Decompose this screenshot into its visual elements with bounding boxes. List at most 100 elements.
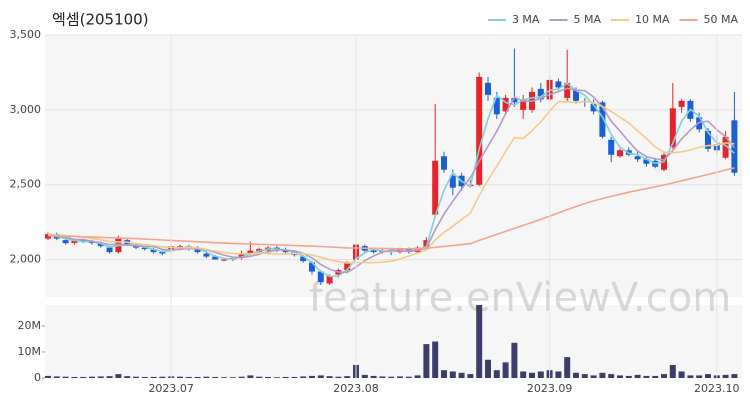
- volume-bar: [511, 342, 518, 378]
- candle-body: [370, 250, 377, 253]
- candle-body: [555, 81, 562, 88]
- volume-bar: [581, 374, 588, 378]
- volume-bar: [62, 376, 69, 378]
- volume-bar: [669, 364, 676, 378]
- volume-bar: [80, 376, 87, 378]
- legend-label: 3 MA: [512, 13, 540, 26]
- y-tick-label: 10M: [18, 345, 42, 358]
- ma-line: [47, 82, 735, 278]
- ma-line: [47, 167, 735, 250]
- candle-body: [150, 249, 157, 253]
- volume-bar: [678, 371, 685, 378]
- candle-body: [617, 150, 623, 157]
- volume-bar: [458, 372, 465, 378]
- candle-body: [485, 82, 491, 95]
- candle-body: [520, 99, 527, 110]
- volume-bar: [53, 376, 60, 378]
- volume-bar: [379, 376, 386, 378]
- candle-body: [537, 88, 544, 100]
- candle-body: [177, 246, 183, 248]
- candle-body: [599, 102, 606, 137]
- x-tick-label: 2023.09: [527, 382, 573, 395]
- candle-body: [97, 243, 104, 247]
- y-tick-label: 0: [34, 371, 41, 384]
- y-tick-label: 20M: [18, 319, 42, 332]
- volume-panel: [45, 305, 742, 378]
- candle-body: [511, 97, 518, 103]
- volume-bar: [265, 376, 271, 378]
- candle-body: [722, 136, 729, 158]
- legend-label: 50 MA: [703, 13, 738, 26]
- volume-bar: [485, 359, 491, 378]
- candle-body: [238, 253, 245, 259]
- y-tick-label: 2,500: [10, 178, 42, 191]
- legend-label: 10 MA: [635, 13, 670, 26]
- x-tick-label: 2023.07: [148, 382, 194, 395]
- candle-body: [309, 262, 315, 272]
- volume-bar: [159, 376, 166, 378]
- volume-bar: [722, 374, 729, 378]
- volume-bar: [590, 375, 597, 378]
- volume-bar: [361, 374, 368, 378]
- ma-line: [47, 100, 735, 264]
- volume-bar: [625, 375, 632, 378]
- candle-body: [573, 90, 579, 101]
- volume-bar: [520, 371, 527, 378]
- candle-body: [159, 252, 166, 254]
- candle-body: [212, 256, 219, 260]
- volume-bar: [432, 341, 439, 378]
- candle-body: [608, 139, 615, 155]
- volume-bar: [370, 375, 377, 378]
- candle-body: [634, 156, 641, 160]
- volume-bar: [71, 376, 78, 378]
- volume-bar: [291, 376, 298, 378]
- volume-bar: [256, 376, 263, 378]
- candle-body: [247, 250, 254, 254]
- volume-bar: [212, 376, 219, 378]
- volume-bar: [247, 375, 254, 378]
- volume-bar: [634, 374, 641, 378]
- candle-body: [590, 103, 597, 112]
- volume-bar: [106, 376, 113, 378]
- candle-body: [106, 247, 113, 253]
- volume-bar: [537, 371, 544, 378]
- candle-body: [493, 97, 500, 115]
- volume-bar: [608, 374, 615, 378]
- candle-body: [282, 250, 289, 253]
- volume-bar: [573, 372, 579, 378]
- legend-label: 5 MA: [573, 13, 601, 26]
- volume-bar: [731, 374, 738, 378]
- volume-bar: [449, 371, 456, 378]
- candle-body: [203, 253, 210, 257]
- volume-bar: [177, 376, 183, 378]
- candle-body: [317, 271, 324, 283]
- volume-bar: [476, 305, 483, 378]
- volume-bar: [317, 375, 324, 378]
- ma-line: [47, 87, 736, 274]
- volume-bar: [705, 374, 711, 378]
- volume-bar: [529, 372, 535, 378]
- volume-bar: [502, 362, 509, 378]
- volume-bar: [555, 371, 562, 378]
- volume-bar: [696, 375, 703, 378]
- volume-bar: [124, 376, 131, 378]
- volume-bar: [97, 376, 104, 378]
- y-tick-label: 2,000: [10, 253, 42, 266]
- volume-bar: [397, 376, 403, 378]
- volume-bar: [643, 375, 650, 378]
- y-tick-label: 3,000: [10, 103, 42, 116]
- candle-body: [326, 276, 333, 284]
- volume-bar: [282, 376, 289, 378]
- candle-body: [502, 97, 509, 112]
- volume-bar: [194, 376, 201, 378]
- volume-bar: [423, 344, 430, 378]
- volume-bar: [405, 376, 412, 378]
- volume-bar: [388, 376, 395, 378]
- volume-bar: [273, 377, 280, 378]
- volume-bar: [493, 370, 500, 378]
- y-tick-label: 3,500: [10, 28, 42, 41]
- candle-body: [221, 259, 227, 261]
- volume-bar: [564, 357, 571, 378]
- volume-bar: [89, 376, 95, 378]
